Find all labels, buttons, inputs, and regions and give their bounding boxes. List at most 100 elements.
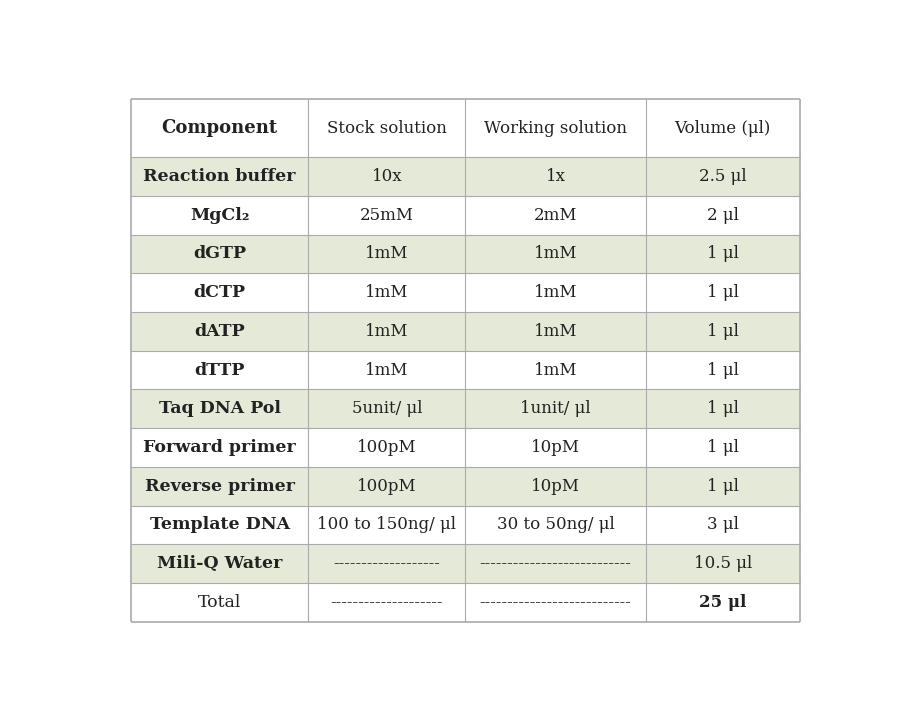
Text: 30 to 50ng/ μl: 30 to 50ng/ μl <box>497 516 615 533</box>
Bar <box>466 196 646 235</box>
Text: dTTP: dTTP <box>194 361 245 378</box>
Bar <box>466 544 646 583</box>
Bar <box>131 389 308 428</box>
Text: dGTP: dGTP <box>193 246 246 263</box>
Text: Component: Component <box>162 119 278 137</box>
Bar <box>131 99 308 157</box>
Text: 1 μl: 1 μl <box>706 323 739 340</box>
Bar <box>308 273 466 312</box>
Bar <box>308 235 466 273</box>
Bar <box>131 312 308 351</box>
Text: 1 μl: 1 μl <box>706 361 739 378</box>
Text: 1mM: 1mM <box>534 284 577 301</box>
Bar <box>466 99 646 157</box>
Bar <box>646 428 800 467</box>
Text: dCTP: dCTP <box>193 284 246 301</box>
Text: Working solution: Working solution <box>484 120 627 137</box>
Text: Reaction buffer: Reaction buffer <box>143 168 296 185</box>
Text: 3 μl: 3 μl <box>706 516 739 533</box>
Bar <box>646 467 800 506</box>
Bar <box>646 312 800 351</box>
Bar <box>131 506 308 544</box>
Bar <box>466 389 646 428</box>
Text: Total: Total <box>198 594 242 611</box>
Text: 1mM: 1mM <box>534 361 577 378</box>
Bar <box>308 428 466 467</box>
Bar <box>646 273 800 312</box>
Bar <box>308 196 466 235</box>
Text: ---------------------------: --------------------------- <box>479 555 632 572</box>
Text: 1 μl: 1 μl <box>706 284 739 301</box>
Bar <box>466 467 646 506</box>
Bar <box>646 196 800 235</box>
Bar <box>646 389 800 428</box>
Bar <box>131 544 308 583</box>
Text: 1 μl: 1 μl <box>706 246 739 263</box>
Bar <box>646 583 800 622</box>
Text: 2.5 μl: 2.5 μl <box>699 168 746 185</box>
Text: 1mM: 1mM <box>365 323 409 340</box>
Text: 1 μl: 1 μl <box>706 478 739 495</box>
Text: 25 μl: 25 μl <box>699 594 746 611</box>
Bar <box>131 583 308 622</box>
Bar <box>131 351 308 389</box>
Text: 2mM: 2mM <box>534 207 577 223</box>
Bar <box>131 235 308 273</box>
Bar <box>646 544 800 583</box>
Text: 100pM: 100pM <box>357 439 417 456</box>
Bar <box>466 235 646 273</box>
Bar <box>466 312 646 351</box>
Bar <box>466 506 646 544</box>
Text: MgCl₂: MgCl₂ <box>190 207 250 223</box>
Text: -------------------: ------------------- <box>333 555 440 572</box>
Text: 1mM: 1mM <box>534 323 577 340</box>
Bar <box>131 467 308 506</box>
Text: 1mM: 1mM <box>365 284 409 301</box>
Bar <box>131 273 308 312</box>
Bar <box>646 157 800 196</box>
Bar <box>308 544 466 583</box>
Text: 100 to 150ng/ μl: 100 to 150ng/ μl <box>317 516 457 533</box>
Bar <box>466 428 646 467</box>
Text: 2 μl: 2 μl <box>706 207 739 223</box>
Text: Taq DNA Pol: Taq DNA Pol <box>159 401 281 417</box>
Text: Forward primer: Forward primer <box>143 439 296 456</box>
Text: 1 μl: 1 μl <box>706 439 739 456</box>
Text: 100pM: 100pM <box>357 478 417 495</box>
Bar <box>466 351 646 389</box>
Bar <box>131 428 308 467</box>
Text: 10.5 μl: 10.5 μl <box>694 555 752 572</box>
Bar <box>131 157 308 196</box>
Text: ---------------------------: --------------------------- <box>479 594 632 611</box>
Text: Mili-Q Water: Mili-Q Water <box>157 555 282 572</box>
Bar <box>646 99 800 157</box>
Text: 1 μl: 1 μl <box>706 401 739 417</box>
Bar <box>308 467 466 506</box>
Bar <box>308 351 466 389</box>
Text: Reverse primer: Reverse primer <box>144 478 295 495</box>
Bar <box>308 583 466 622</box>
Text: 1mM: 1mM <box>534 246 577 263</box>
Text: 1unit/ μl: 1unit/ μl <box>520 401 591 417</box>
Text: Template DNA: Template DNA <box>150 516 290 533</box>
Bar <box>308 157 466 196</box>
Bar <box>646 235 800 273</box>
Bar <box>308 312 466 351</box>
Text: 1x: 1x <box>546 168 566 185</box>
Text: 1mM: 1mM <box>365 246 409 263</box>
Text: --------------------: -------------------- <box>331 594 443 611</box>
Text: Volume (μl): Volume (μl) <box>675 120 771 137</box>
Text: dATP: dATP <box>194 323 245 340</box>
Text: 10pM: 10pM <box>531 439 580 456</box>
Bar <box>308 389 466 428</box>
Bar <box>466 273 646 312</box>
Bar <box>646 351 800 389</box>
Bar <box>308 506 466 544</box>
Text: 1mM: 1mM <box>365 361 409 378</box>
Bar <box>466 583 646 622</box>
Bar <box>646 506 800 544</box>
Bar <box>466 157 646 196</box>
Text: 25mM: 25mM <box>360 207 414 223</box>
Text: 10pM: 10pM <box>531 478 580 495</box>
Bar <box>308 99 466 157</box>
